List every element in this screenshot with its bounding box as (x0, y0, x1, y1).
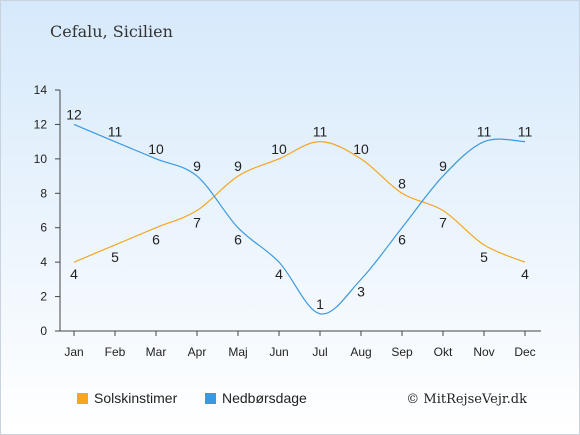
legend-nedborsdage-swatch (205, 393, 216, 404)
data-labels: 4 5 6 7 9 10 11 10 8 7 5 4 12 11 10 9 6 4 1 3 6 9 11 11 (66, 106, 532, 311)
y-tick-label: 10 (34, 152, 48, 166)
data-label: 4 (70, 266, 78, 282)
data-label: 10 (148, 141, 164, 157)
data-label: 9 (234, 158, 242, 174)
data-label: 11 (313, 124, 328, 140)
data-label: 5 (480, 249, 488, 265)
data-label: 4 (275, 266, 283, 282)
data-label: 7 (193, 215, 201, 231)
data-label: 7 (439, 215, 447, 231)
x-tick-label: Aug (350, 345, 371, 359)
x-tick-label: Feb (105, 345, 126, 359)
y-tick-label: 12 (34, 117, 48, 131)
series-lines (73, 123, 526, 315)
series-line-solskinstimer (73, 141, 526, 263)
x-tick-label: Jun (269, 345, 288, 359)
data-label: 6 (152, 232, 160, 248)
legend-solskinstimer-label: Solskinstimer (94, 390, 178, 406)
x-tick-label: Jul (312, 345, 327, 359)
series-line-nedborsdage (73, 123, 526, 315)
y-tick-label: 6 (40, 221, 47, 235)
x-tick-label: Mar (146, 345, 167, 359)
data-label: 8 (398, 175, 406, 191)
data-label: 11 (518, 124, 533, 140)
y-tick-label: 8 (40, 186, 47, 200)
data-label: 11 (108, 124, 123, 140)
data-label: 1 (316, 296, 324, 312)
y-tick-label: 4 (40, 255, 47, 269)
data-label: 12 (66, 106, 82, 122)
x-tick-label: Okt (434, 345, 453, 359)
x-tick-label: Jan (64, 345, 83, 359)
x-tick-label: Nov (473, 345, 494, 359)
x-tick-label: Dec (514, 345, 535, 359)
chart-title: Cefalu, Sicilien (50, 22, 173, 41)
legend: Solskinstimer Nedbørsdage (77, 390, 307, 406)
data-label: 10 (271, 141, 287, 157)
x-tick-label: Maj (228, 345, 247, 359)
y-tick-label: 0 (40, 324, 47, 338)
data-label: 5 (111, 249, 119, 265)
data-label: 4 (521, 266, 529, 282)
data-label: 11 (477, 124, 492, 140)
y-tick-label: 14 (34, 83, 48, 97)
data-label: 9 (193, 158, 201, 174)
credit-text: © MitRejseVejr.dk (406, 392, 527, 407)
data-label: 6 (234, 232, 242, 248)
y-tick-label: 2 (40, 290, 47, 304)
x-tick-label: Sep (391, 345, 413, 359)
legend-solskinstimer-swatch (77, 393, 88, 404)
data-label: 3 (357, 283, 365, 299)
data-label: 9 (439, 158, 447, 174)
legend-nedborsdage-label: Nedbørsdage (222, 390, 307, 406)
x-tick-label: Apr (188, 345, 207, 359)
data-label: 10 (353, 141, 369, 157)
data-label: 6 (398, 232, 406, 248)
